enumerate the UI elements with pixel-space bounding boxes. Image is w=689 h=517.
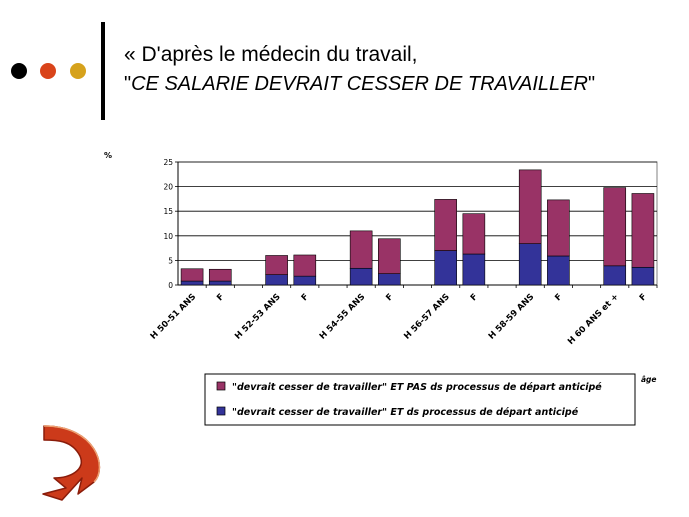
y-tick-label: 25 <box>163 158 173 167</box>
bar-segment-bottom <box>349 267 373 286</box>
bar-segment-bottom <box>518 243 542 286</box>
legend-label-top: "devrait cesser de travailler" ET PAS ds… <box>232 382 602 393</box>
y-tick-label: 5 <box>168 256 173 265</box>
bar-segment-top <box>180 268 204 282</box>
slide-title-emphasis: CE SALARIE DEVRAIT CESSER DE TRAVAILLER <box>131 73 588 95</box>
bar-segment-top <box>547 199 570 257</box>
bar-segment-top <box>631 193 655 268</box>
y-tick-label: 20 <box>163 183 173 192</box>
legend-box <box>204 373 636 426</box>
x-tick-label: H 58-59 ANS <box>487 292 537 342</box>
x-tick-label: H 50-51 ANS <box>149 292 199 342</box>
bar-segment-top <box>349 230 373 269</box>
x-tick-label: F <box>469 292 480 303</box>
curved-arrow-icon[interactable] <box>42 425 101 501</box>
bar-segment-bottom <box>265 274 288 286</box>
y-tick-label: 15 <box>163 207 173 216</box>
bullet-dot-black <box>11 63 27 79</box>
bar-segment-bottom <box>547 255 570 286</box>
x-tick-label: F <box>638 292 649 303</box>
x-tick-label: F <box>384 292 395 303</box>
x-axis-label: âge <box>641 375 657 384</box>
bar-segment-bottom <box>378 273 401 286</box>
y-tick-label: 10 <box>163 232 173 241</box>
y-tick-label: 0 <box>168 281 173 290</box>
x-tick-label: H 52-53 ANS <box>233 292 283 342</box>
bar-segment-bottom <box>293 275 317 286</box>
legend-label-bottom: "devrait cesser de travailler" ET ds pro… <box>232 407 579 418</box>
bar-segment-bottom <box>462 253 486 286</box>
plot-area <box>177 161 658 286</box>
bar-segment-top <box>462 213 486 255</box>
bar-segment-top <box>434 199 457 251</box>
bar-segment-bottom <box>434 250 457 286</box>
x-tick-label: H 56-57 ANS <box>402 292 452 342</box>
y-axis-label: % <box>104 151 112 160</box>
x-tick-label: F <box>553 292 564 303</box>
bar-segment-top <box>518 169 542 244</box>
slide-title-line2: "CE SALARIE DEVRAIT CESSER DE TRAVAILLER… <box>124 73 595 96</box>
bar-segment-bottom <box>180 280 204 286</box>
legend-swatch-bottom <box>216 406 226 416</box>
close-quote: " <box>587 73 596 95</box>
bar-segment-top <box>378 238 401 274</box>
x-tick-label: H 54-55 ANS <box>318 292 368 342</box>
bullet-dot-yellow <box>70 63 86 79</box>
x-tick-label: H 60 ANS et + <box>566 292 621 347</box>
slide-title-line1: « D'après le médecin du travail, <box>124 43 418 66</box>
title-divider <box>101 22 105 120</box>
x-tick-label: F <box>215 292 226 303</box>
open-quote: " <box>124 73 132 95</box>
chart-legend: "devrait cesser de travailler" ET PAS ds… <box>204 373 636 426</box>
bar-segment-top <box>265 255 288 275</box>
legend-swatch-top <box>216 381 226 391</box>
bar-segment-top <box>293 254 317 277</box>
bar-segment-top <box>208 268 232 282</box>
bar-segment-bottom <box>631 266 655 286</box>
x-tick-label: F <box>300 292 311 303</box>
bar-segment-top <box>603 187 627 267</box>
bullet-dot-red <box>40 63 56 79</box>
bar-segment-bottom <box>208 280 232 286</box>
bar-segment-bottom <box>603 265 627 286</box>
